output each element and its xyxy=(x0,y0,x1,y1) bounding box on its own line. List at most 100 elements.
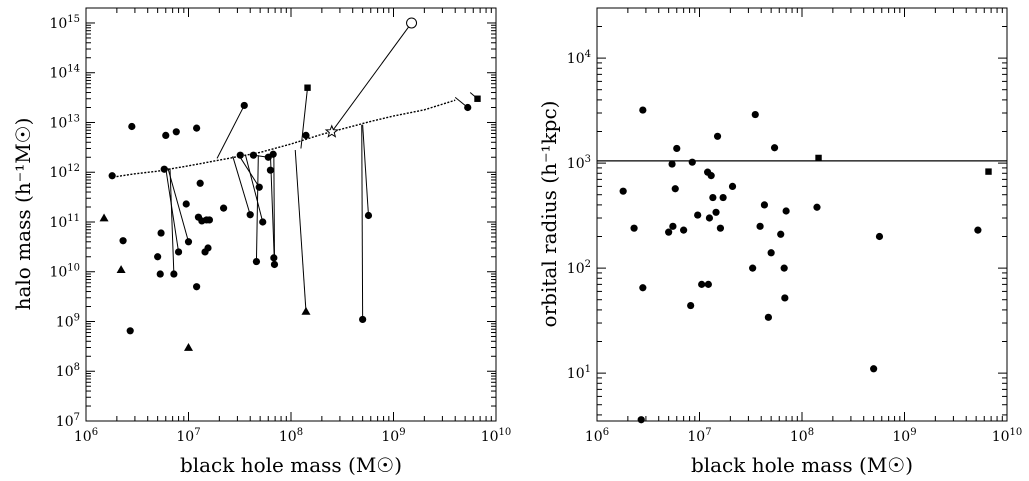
triangle-point xyxy=(99,213,109,222)
triangle-point xyxy=(116,265,126,274)
right-x-axis-label: black hole mass (M☉) xyxy=(691,453,913,477)
circle-point xyxy=(162,131,170,140)
circle-point xyxy=(219,204,228,212)
halo-mass-panel: 106 107 108 109 1010 10710810910101011101210… xyxy=(11,7,511,477)
connector-line xyxy=(255,155,259,262)
circle-point xyxy=(182,200,190,208)
right-data-points xyxy=(619,106,992,424)
connector-line xyxy=(300,87,309,149)
y-tick-label: 101 xyxy=(567,364,591,382)
x-tick-label: 1010 xyxy=(481,427,512,445)
orbital-radius-panel: 106 107 108 109 1010 101 102 103 104 black hole… xyxy=(537,7,1022,477)
y-tick-label: 107 xyxy=(56,412,80,430)
x-tick-label: 107 xyxy=(687,427,711,445)
circle-point xyxy=(154,253,162,261)
x-tick-label: 107 xyxy=(176,427,200,445)
circle-point xyxy=(205,216,214,224)
right-y-tick-labels: 101 102 103 104 xyxy=(567,49,591,382)
right-y-axis-label: orbital radius (h⁻¹kpc) xyxy=(537,101,561,328)
circle-point xyxy=(270,254,278,262)
circle-point xyxy=(249,151,258,159)
connector-line xyxy=(167,168,189,242)
circle-point xyxy=(704,280,712,288)
x-tick-label: 1010 xyxy=(992,427,1023,445)
circle-point xyxy=(688,158,696,166)
circle-point xyxy=(157,229,165,237)
circle-point xyxy=(713,132,722,140)
connector-line xyxy=(245,155,264,223)
circle-point xyxy=(764,313,772,321)
square-point xyxy=(985,168,992,175)
circle-point xyxy=(707,172,715,180)
right-plot-frame xyxy=(596,7,1008,422)
y-tick-label: 1011 xyxy=(49,213,80,231)
circle-point xyxy=(240,101,248,110)
circle-point xyxy=(760,201,769,209)
y-tick-label: 104 xyxy=(567,49,591,67)
y-tick-label: 1010 xyxy=(49,263,80,281)
left-y-tick-labels: 107 108 109 1010 1011 1012 1013 1014 1015 xyxy=(49,14,80,430)
left-x-axis-label: black hole mass (M☉) xyxy=(180,453,402,477)
connector-line xyxy=(362,124,369,216)
connector-line xyxy=(232,156,251,215)
circle-point xyxy=(639,106,647,114)
y-tick-label: 1012 xyxy=(49,163,80,181)
circle-point xyxy=(184,238,193,246)
open-circle-point xyxy=(406,17,418,29)
right-x-tick-labels: 106 107 108 109 1010 xyxy=(585,427,1022,445)
circle-point xyxy=(665,228,673,236)
left-data-points xyxy=(99,17,481,351)
left-axis-ticks xyxy=(85,7,497,422)
circle-point xyxy=(749,264,757,272)
connector-line xyxy=(238,154,260,188)
circle-point xyxy=(680,226,688,234)
circle-point xyxy=(619,187,627,195)
square-point xyxy=(815,154,822,162)
circle-point xyxy=(671,185,679,193)
circle-point xyxy=(777,230,785,238)
x-tick-label: 106 xyxy=(74,427,98,445)
circle-point xyxy=(126,327,134,335)
circle-point xyxy=(719,193,727,202)
y-tick-label: 1015 xyxy=(49,14,80,32)
connector-line xyxy=(294,149,307,312)
circle-point xyxy=(780,264,788,272)
circle-point xyxy=(673,144,681,153)
y-tick-label: 103 xyxy=(567,154,591,172)
circle-point xyxy=(698,280,706,288)
circle-point xyxy=(193,283,201,291)
circle-point xyxy=(756,222,764,230)
circle-point xyxy=(751,110,759,119)
circle-point xyxy=(709,193,717,202)
circle-point xyxy=(637,416,645,424)
circle-point xyxy=(712,208,720,216)
circle-point xyxy=(782,207,790,215)
circle-point xyxy=(813,203,821,211)
circle-point xyxy=(770,144,779,152)
circle-point xyxy=(160,165,168,173)
y-tick-label: 1013 xyxy=(49,113,80,131)
left-relation-curve xyxy=(109,99,456,179)
y-tick-label: 108 xyxy=(56,362,80,380)
circle-point xyxy=(156,270,164,278)
circle-point xyxy=(172,128,180,136)
circle-point xyxy=(716,224,725,232)
circle-point xyxy=(246,211,254,219)
circle-point xyxy=(705,214,714,222)
x-tick-label: 108 xyxy=(279,427,303,445)
open-star-point xyxy=(324,124,339,138)
triangle-point xyxy=(184,343,193,351)
left-connector-lines xyxy=(165,22,478,320)
circle-point xyxy=(464,103,472,112)
left-x-tick-labels: 106 107 108 109 1010 xyxy=(74,427,511,445)
circle-point xyxy=(359,315,367,324)
connector-line xyxy=(165,168,180,253)
x-tick-label: 109 xyxy=(381,427,405,445)
y-tick-label: 109 xyxy=(56,312,80,330)
y-tick-label: 102 xyxy=(567,259,591,277)
circle-point xyxy=(196,179,204,187)
circle-point xyxy=(668,160,676,168)
circle-point xyxy=(728,182,737,191)
circle-point xyxy=(767,249,775,257)
